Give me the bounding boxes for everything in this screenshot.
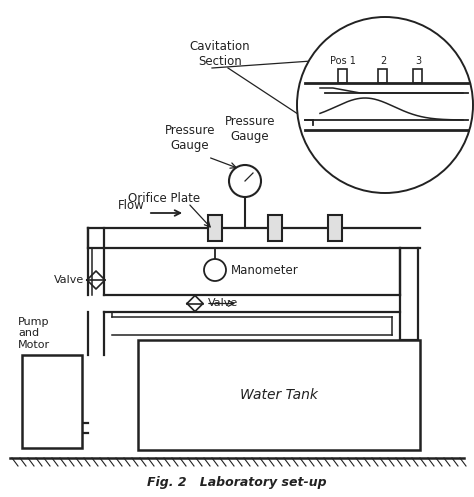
Text: 3: 3 <box>415 56 421 66</box>
Text: 2: 2 <box>380 56 386 66</box>
Bar <box>379 69 388 83</box>
Bar <box>413 69 422 83</box>
Bar <box>338 69 347 83</box>
Text: Manometer: Manometer <box>231 263 299 276</box>
Circle shape <box>297 17 473 193</box>
Text: Pressure
Gauge: Pressure Gauge <box>225 115 275 143</box>
Bar <box>328 215 342 241</box>
Bar <box>22 355 82 448</box>
Text: Orifice Plate: Orifice Plate <box>128 191 200 204</box>
Bar <box>208 215 222 241</box>
Text: Fig. 2   Laboratory set-up: Fig. 2 Laboratory set-up <box>147 476 327 489</box>
Text: Cavitation
Section: Cavitation Section <box>190 40 250 68</box>
Text: Pump
and
Motor: Pump and Motor <box>18 317 50 350</box>
Text: Valve: Valve <box>54 275 84 285</box>
Text: Pos 1: Pos 1 <box>330 56 356 66</box>
Text: Pressure
Gauge: Pressure Gauge <box>165 124 215 152</box>
Text: Water Tank: Water Tank <box>240 388 318 402</box>
Bar <box>268 215 282 241</box>
Circle shape <box>229 165 261 197</box>
Circle shape <box>204 259 226 281</box>
Text: Valve: Valve <box>208 299 238 309</box>
Bar <box>138 340 420 450</box>
Text: Flow: Flow <box>118 199 145 212</box>
